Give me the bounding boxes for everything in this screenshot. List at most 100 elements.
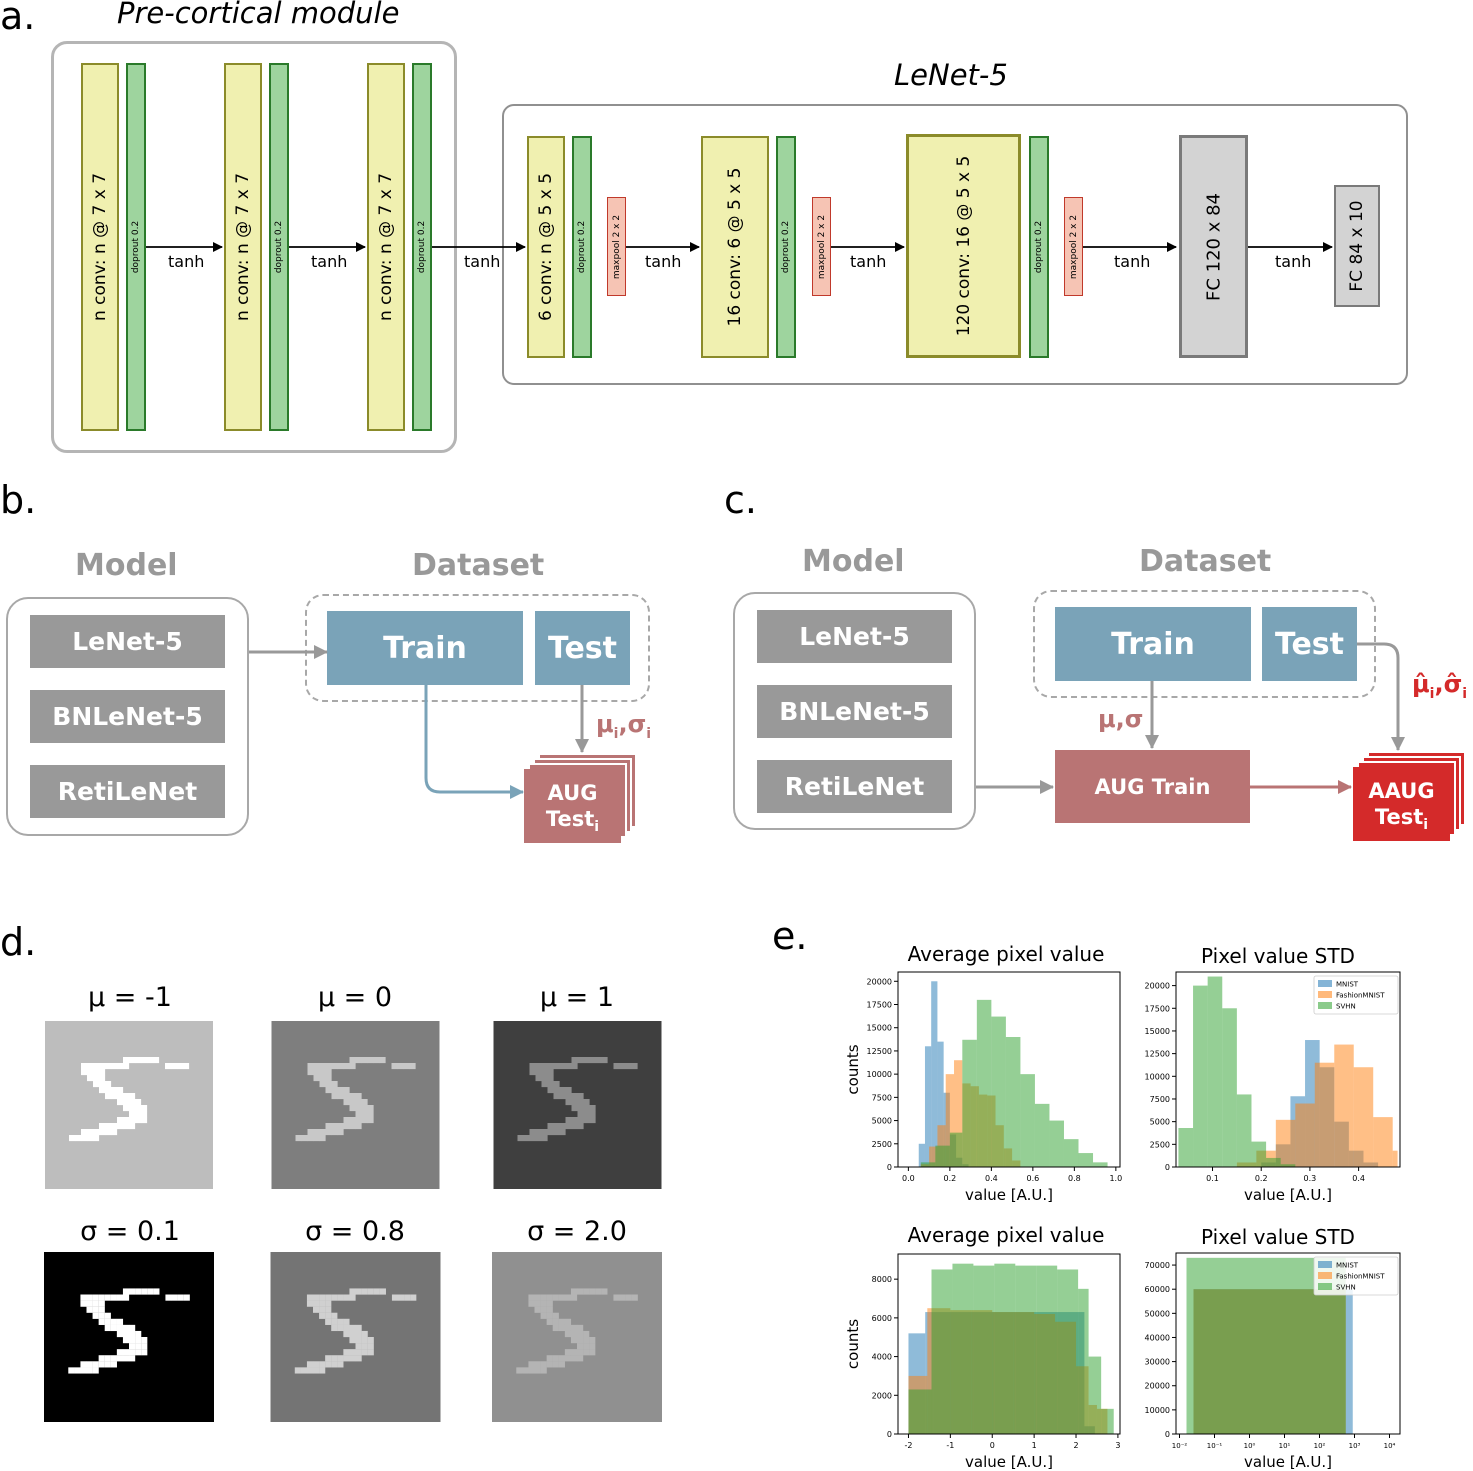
e-title-1: Average pixel value: [907, 942, 1105, 966]
histogram-bar: [991, 1016, 1006, 1167]
x-tick-label: 10⁰: [1244, 1442, 1256, 1450]
d-title-sigma-01: σ = 0.1: [80, 1216, 180, 1247]
tanh-label-5: tanh: [850, 252, 887, 271]
x-tick-label: 10²: [1314, 1442, 1326, 1450]
y-tick-label: 20000: [1145, 1382, 1170, 1391]
histogram-bar: [1280, 1164, 1296, 1167]
digit-image-sigma-08: [270, 1252, 441, 1422]
legend-swatch: [1318, 1283, 1332, 1290]
panel-c-letter: c.: [724, 478, 757, 522]
histogram-bar: [962, 1039, 977, 1167]
legend-entry: MNIST: [1336, 981, 1359, 989]
panel-e-letter: e.: [772, 914, 808, 958]
y-tick-label: 5000: [872, 1117, 892, 1126]
x-axis-label: value [A.U.]: [965, 1186, 1053, 1204]
x-tick-label: 0.2: [944, 1174, 957, 1183]
y-tick-label: 15000: [867, 1024, 892, 1033]
y-tick-label: 70000: [1145, 1261, 1170, 1270]
y-tick-label: 0: [887, 1163, 892, 1172]
digit-strokes: [68, 1288, 190, 1374]
legend-swatch: [1318, 991, 1332, 998]
legend-swatch: [1318, 1261, 1332, 1268]
x-tick-label: 0: [990, 1441, 995, 1450]
y-tick-label: 0: [887, 1430, 892, 1439]
digit-strokes: [294, 1288, 417, 1374]
fc-layer-1: FC 120 x 84: [1179, 135, 1248, 358]
y-tick-label: 6000: [872, 1314, 892, 1323]
panel-a-letter: a.: [0, 0, 36, 38]
histogram-bar: [1034, 1103, 1050, 1167]
y-tick-label: 8000: [872, 1275, 892, 1284]
digit-strokes: [295, 1057, 416, 1142]
lenet-box: [502, 104, 1408, 385]
chart-std-pixel-bottom: 0 10000 20000 30000 40000 50000 60000 70000 10⁻²…: [1145, 1252, 1401, 1471]
histogram-bar: [1193, 985, 1208, 1167]
x-tick-label: 0.2: [1255, 1174, 1268, 1183]
y-tick-label: 20000: [1145, 982, 1170, 991]
axes-frame: [1175, 971, 1401, 1168]
b-dataset-box: [305, 594, 650, 702]
axes-frame: [1175, 1252, 1401, 1435]
digit-image-sigma-20: [492, 1252, 662, 1422]
histogram-bar: [1005, 1037, 1021, 1167]
legend-entry: MNIST: [1336, 1262, 1359, 1270]
panel-c-arrows: [976, 642, 1466, 841]
y-tick-label: 2500: [872, 1140, 892, 1149]
c-dataset-header: Dataset: [1139, 544, 1272, 579]
d-title-mu-1: μ = 1: [539, 982, 615, 1013]
y-tick-label: 17500: [1145, 1004, 1170, 1013]
tanh-label-6: tanh: [1114, 252, 1151, 271]
b-model-bnlenet: BNLeNet-5: [30, 690, 225, 743]
histogram-bar: [949, 1132, 963, 1167]
x-axis-label: value [A.U.]: [1244, 1186, 1332, 1204]
pre-conv-layer-1: n conv: n @ 7 x 7: [81, 63, 119, 431]
x-tick-label: -1: [946, 1441, 954, 1450]
dropout-layer-1: doprout 0.2: [126, 63, 146, 431]
y-tick-label: 7500: [1150, 1095, 1170, 1104]
y-tick-label: 2000: [872, 1391, 892, 1400]
b-test-block: Test: [535, 611, 630, 685]
digit-image-mu-0: [271, 1021, 440, 1189]
x-tick-label: 0.0: [902, 1174, 915, 1183]
x-tick-label: 10⁻²: [1172, 1442, 1188, 1450]
digit-strokes: [69, 1057, 190, 1142]
y-tick-label: 17500: [867, 1001, 892, 1010]
histogram-bar: [973, 1265, 995, 1434]
y-tick-label: 0: [1165, 1430, 1170, 1439]
lenet-dropout-2: doprout 0.2: [776, 136, 796, 358]
series-SVHN: [908, 1263, 1114, 1434]
b-model-header: Model: [75, 548, 178, 583]
b-aug-test-label: AUG Testi: [545, 781, 600, 836]
c-aug-train-block: AUG Train: [1055, 750, 1250, 823]
digit-image-mu-neg1: [45, 1021, 213, 1189]
tanh-label-7: tanh: [1275, 252, 1312, 271]
histogram-bar: [1178, 1128, 1194, 1167]
tanh-label-2: tanh: [311, 252, 348, 271]
b-stats-label: μi,σi: [596, 710, 652, 742]
y-tick-label: 10000: [1145, 1406, 1170, 1415]
x-tick-label: 10⁴: [1384, 1442, 1396, 1450]
histogram-bar: [1222, 1008, 1237, 1167]
histogram-bar: [931, 1269, 953, 1434]
pre-conv-layer-3: n conv: n @ 7 x 7: [367, 63, 405, 431]
histogram-bar: [954, 1060, 963, 1167]
histogram-bar: [1236, 1094, 1252, 1167]
legend-swatch: [1318, 1002, 1332, 1009]
histogram-bar: [952, 1263, 974, 1434]
legend-swatch: [1318, 1272, 1332, 1279]
y-tick-label: 5000: [1150, 1118, 1170, 1127]
b-model-box: [6, 597, 249, 836]
y-tick-label: 40000: [1145, 1333, 1170, 1342]
legend-swatch: [1318, 980, 1332, 987]
x-tick-label: 0.6: [1026, 1174, 1039, 1183]
pre-conv-layer-2: n conv: n @ 7 x 7: [224, 63, 262, 431]
histogram-bar: [1078, 1153, 1094, 1167]
chart-avg-pixel-top: 0 2500 5000 7500 10000 12500 15000 17500 20000 0.…: [844, 971, 1122, 1204]
e-title-2: Pixel value STD: [1201, 944, 1355, 968]
y-tick-label: 10000: [1145, 1072, 1170, 1081]
x-tick-label: 0.4: [1352, 1174, 1365, 1183]
axes-frame: [897, 1253, 1121, 1435]
histogram-bar: [931, 981, 938, 1167]
lenet-dropout-3: doprout 0.2: [1029, 136, 1049, 358]
histogram-bar: [1078, 1288, 1089, 1434]
